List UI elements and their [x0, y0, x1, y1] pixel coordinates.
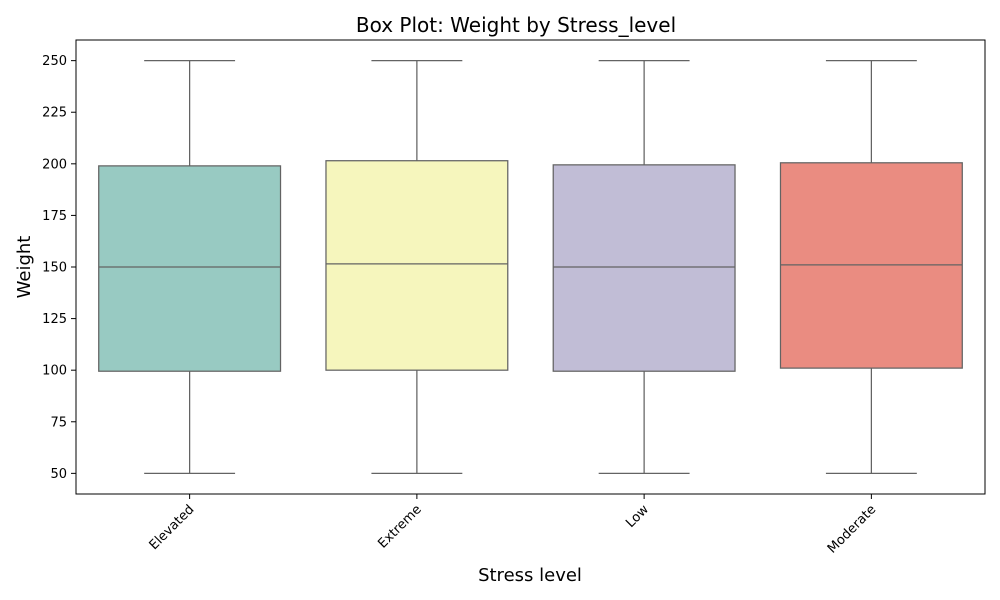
y-tick-label: 75: [50, 415, 67, 430]
y-axis-label: Weight: [14, 236, 35, 299]
y-tick-label: 150: [42, 261, 67, 276]
x-tick-label: Moderate: [825, 502, 879, 556]
x-axis-label: Stress level: [478, 565, 582, 586]
y-tick-label: 200: [42, 157, 67, 172]
x-tick-label: Elevated: [147, 502, 198, 553]
y-tick-label: 50: [50, 467, 67, 482]
y-tick-label: 225: [42, 106, 67, 121]
plot-area: 50 75 100 125 150 175 200 225 250 Elevated Extreme…: [42, 39, 986, 557]
y-tick-label: 125: [42, 312, 67, 327]
x-tick-label: Extreme: [375, 502, 424, 551]
y-tick-label: 250: [42, 54, 67, 69]
y-tick-label: 175: [42, 209, 67, 224]
y-tick-label: 100: [42, 364, 67, 379]
box-elevated: [98, 165, 282, 372]
chart-title: Box Plot: Weight by Stress_level: [356, 13, 676, 37]
box-extreme: [325, 160, 509, 371]
x-tick-label: Low: [623, 502, 652, 531]
box-low: [552, 164, 736, 372]
